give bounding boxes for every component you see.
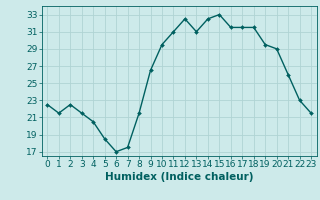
X-axis label: Humidex (Indice chaleur): Humidex (Indice chaleur) xyxy=(105,172,253,182)
